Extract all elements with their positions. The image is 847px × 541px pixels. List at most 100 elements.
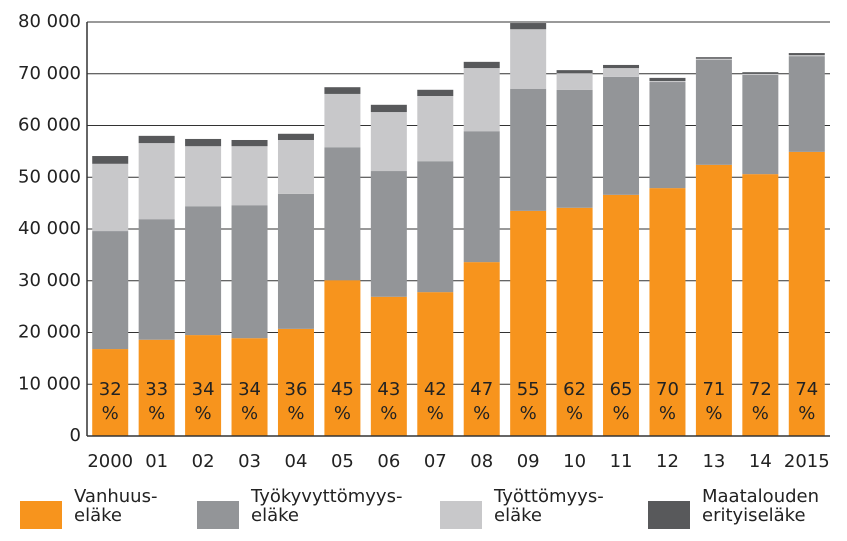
bar-segment [695, 58, 732, 60]
bar-segment [277, 139, 314, 194]
bar-segment [695, 57, 732, 59]
bar-segment [603, 194, 640, 436]
bar-segment [463, 262, 500, 436]
share-label: 36 [285, 379, 308, 400]
bar-segment [556, 73, 593, 90]
share-label: 55 [517, 379, 540, 400]
share-unit: % [798, 403, 815, 424]
bar-segment [231, 338, 268, 436]
bar-segment [92, 231, 129, 350]
bar-segment [324, 93, 361, 148]
legend-label: Maatalouden erityiseläke [702, 486, 820, 526]
x-tick-label: 04 [285, 451, 308, 472]
y-tick-label: 20 000 [18, 322, 81, 343]
bar-segment [185, 138, 222, 147]
share-label: 45 [331, 379, 354, 400]
y-tick-label: 40 000 [18, 218, 81, 239]
legend-swatch [197, 501, 239, 529]
bar-segment [556, 70, 593, 74]
share-label: 32 [99, 379, 122, 400]
bar-segment [231, 146, 268, 206]
share-unit: % [705, 403, 722, 424]
x-tick-label: 08 [470, 451, 493, 472]
share-unit: % [427, 403, 444, 424]
y-tick-label: 30 000 [18, 270, 81, 291]
legend-item: Vanhuus- eläke [20, 487, 157, 529]
share-label: 71 [702, 379, 725, 400]
bar-segment [417, 161, 454, 293]
chart: 0 10 000 20 000 30 000 40 000 50 000 60 000 70 … [18, 11, 830, 472]
share-label: 72 [749, 379, 772, 400]
bar-segment [510, 29, 547, 89]
share-label: 43 [377, 379, 400, 400]
share-label: 33 [145, 379, 168, 400]
y-tick-label: 80 000 [18, 11, 81, 32]
bar-segment [649, 188, 686, 436]
bar-segment [510, 88, 547, 211]
share-label: 34 [192, 379, 215, 400]
share-unit: % [659, 403, 676, 424]
legend-item: Työkyvyttömyys- eläke [197, 487, 402, 529]
share-unit: % [241, 403, 258, 424]
bar-segment [788, 56, 825, 152]
bar-segment [92, 349, 129, 436]
bar-segment [649, 77, 686, 81]
share-unit: % [520, 403, 537, 424]
x-tick-label: 14 [749, 451, 772, 472]
bar-segment [185, 206, 222, 336]
legend-label: Vanhuus- eläke [74, 486, 158, 526]
bar-segment [417, 89, 454, 97]
bar-segment [742, 74, 779, 175]
y-tick-label: 60 000 [18, 115, 81, 136]
x-tick-label: 10 [563, 451, 586, 472]
bar-segment [324, 87, 361, 94]
bar-segment [277, 133, 314, 140]
legend-item: Työttömyys- eläke [440, 487, 604, 529]
bar-segment [370, 104, 407, 113]
share-unit: % [566, 403, 583, 424]
bar-segment [463, 68, 500, 132]
x-tick-label: 05 [331, 451, 354, 472]
bar-segment [92, 156, 129, 164]
bar-segment [185, 146, 222, 207]
bar-segment [324, 280, 361, 436]
bar-segment [138, 143, 175, 220]
bar-segment [417, 292, 454, 436]
bar-segment [695, 59, 732, 165]
bar-segment [370, 296, 407, 436]
bar-segment [463, 131, 500, 263]
bar-segment [463, 61, 500, 69]
share-label: 74 [795, 379, 818, 400]
legend-label: Työttömyys- eläke [494, 486, 604, 526]
bar-segment [788, 55, 825, 57]
bar-segment [138, 219, 175, 340]
share-unit: % [380, 403, 397, 424]
y-tick-label: 70 000 [18, 63, 81, 84]
bar-segment [277, 328, 314, 436]
bar-segment [510, 210, 547, 436]
bar-segment [231, 205, 268, 339]
share-label: 47 [470, 379, 493, 400]
legend-item: Maatalouden erityiseläke [648, 487, 819, 529]
x-tick-label: 01 [145, 451, 168, 472]
bar-segment [185, 335, 222, 436]
bar-segment [277, 193, 314, 329]
x-tick-label: 2015 [784, 451, 830, 472]
bar-segment [695, 164, 732, 436]
share-label: 62 [563, 379, 586, 400]
y-tick-label: 10 000 [18, 373, 81, 394]
bar-segment [603, 64, 640, 69]
share-label: 65 [610, 379, 633, 400]
x-tick-label: 11 [610, 451, 633, 472]
share-unit: % [612, 403, 629, 424]
bar-segment [370, 171, 407, 297]
bar-segment [788, 151, 825, 436]
x-tick-label: 12 [656, 451, 679, 472]
x-tick-label: 03 [238, 451, 261, 472]
x-tick-label: 09 [517, 451, 540, 472]
legend-swatch [440, 501, 482, 529]
bar-segment [742, 72, 779, 74]
bar-segment [231, 139, 268, 147]
share-unit: % [195, 403, 212, 424]
